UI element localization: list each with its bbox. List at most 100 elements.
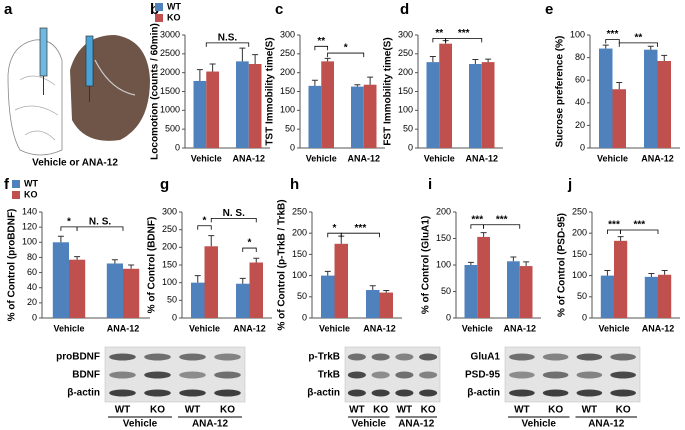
- y-tick-label: 100: [398, 105, 413, 115]
- error-bar: [367, 76, 374, 85]
- y-tick-label: 200: [280, 67, 295, 77]
- error-bar: [239, 277, 246, 284]
- y-tick-label: 80: [575, 52, 585, 62]
- error-bar: [338, 235, 345, 244]
- bar: [191, 282, 205, 318]
- bar: [366, 290, 380, 318]
- y-tick-label: 250: [398, 48, 413, 58]
- bar: [477, 236, 490, 318]
- panel-letter: f: [4, 176, 10, 193]
- y-tick-label: 100: [162, 277, 177, 287]
- error-bar: [209, 63, 216, 72]
- y-tick-label: 40: [575, 97, 585, 107]
- bar: [600, 275, 614, 318]
- y-tick-label: 50: [167, 295, 177, 305]
- band: [347, 371, 366, 379]
- bar: [236, 61, 249, 148]
- band-label: PSD-95: [465, 370, 500, 381]
- significance-bracket: [340, 232, 380, 238]
- chart: h% of Control (p-TrkB / TrkB) 0 50 100 150 20…: [277, 176, 402, 333]
- band-label: β-actin: [467, 388, 500, 399]
- lane-label: WT: [185, 405, 201, 416]
- error-bar: [128, 264, 135, 269]
- lane-label: KO: [373, 405, 388, 416]
- group-label: Vehicle: [352, 419, 387, 430]
- x-tick-label: ANA-12: [465, 153, 498, 163]
- significance-bracket: [445, 37, 483, 43]
- significance-label: ***: [608, 220, 620, 231]
- bar: [363, 84, 377, 148]
- y-tick-label: 3000: [160, 29, 180, 39]
- x-tick-label: Vehicle: [598, 323, 629, 333]
- bar: [69, 259, 86, 318]
- error-bar: [429, 55, 436, 63]
- band: [371, 371, 390, 379]
- y-tick-label: 300: [398, 29, 413, 39]
- x-tick-label: Vehicle: [191, 153, 222, 163]
- y-axis-label: % of Control (PSD-95): [557, 213, 568, 317]
- chart: e Sucrose preference (%) 0 20 40 60 80 100 Vehic…: [545, 1, 680, 163]
- error-bar: [74, 256, 81, 260]
- x-tick-label: ANA-12: [363, 323, 396, 333]
- error-bar: [239, 47, 246, 62]
- group-label: Vehicle: [123, 419, 158, 430]
- group-label: ANA-12: [588, 419, 625, 430]
- y-tick-label: 100: [436, 259, 451, 269]
- error-bar: [111, 259, 118, 264]
- significance-bracket: [605, 39, 620, 44]
- x-tick-label: ANA-12: [233, 323, 266, 333]
- y-tick-label: 150: [572, 249, 587, 259]
- significance-bracket: [76, 226, 124, 231]
- y-tick-label: 300: [162, 206, 177, 216]
- error-bar: [208, 235, 215, 247]
- significance-label: *: [333, 223, 337, 234]
- significance-label: *: [248, 238, 252, 249]
- bar: [519, 266, 533, 318]
- bar: [507, 261, 520, 318]
- bar: [644, 276, 658, 318]
- significance-bracket: [618, 42, 658, 47]
- bar: [426, 62, 440, 149]
- error-bar: [324, 270, 331, 276]
- y-axis-label: % of Control (GluA1): [421, 216, 432, 314]
- band: [419, 353, 438, 361]
- band: [576, 389, 603, 397]
- y-tick-label: 200: [292, 228, 307, 238]
- y-tick-label: 200: [436, 206, 451, 216]
- band: [610, 389, 636, 397]
- error-bar: [661, 54, 668, 61]
- y-tick-label: 50: [285, 124, 295, 134]
- x-tick-label: ANA-12: [232, 153, 265, 163]
- band: [542, 371, 569, 379]
- y-axis-label: Locomotion (counts / 60min): [150, 23, 161, 160]
- panel-letter: e: [545, 1, 553, 18]
- significance-label: ***: [633, 220, 645, 231]
- lane-label: WT: [115, 405, 131, 416]
- lane-label: WT: [349, 405, 365, 416]
- y-tick-label: 200: [572, 228, 587, 238]
- band: [109, 353, 136, 361]
- panel-letter: g: [160, 176, 169, 193]
- significance-label: ***: [471, 214, 483, 225]
- y-tick-label: 60: [575, 75, 585, 85]
- band: [419, 371, 438, 379]
- band: [509, 371, 535, 379]
- bar: [236, 283, 250, 318]
- y-tick-label: 150: [292, 249, 307, 259]
- bar: [644, 49, 658, 148]
- y-tick-label: 0: [290, 142, 295, 152]
- significance-label: ***: [355, 223, 367, 234]
- band-label: GluA1: [471, 352, 501, 363]
- panel-letter: j: [567, 176, 572, 193]
- bar: [206, 71, 219, 148]
- band-label: β-actin: [307, 388, 340, 399]
- y-tick-label: 50: [577, 291, 587, 301]
- y-axis-label: Sucrose preference (%): [555, 36, 566, 148]
- y-axis-label: FST Immobility time(S): [383, 37, 394, 145]
- bar: [106, 263, 123, 318]
- y-axis-label: % of Control (proBDNF): [7, 209, 18, 322]
- error-bar: [252, 54, 259, 65]
- band: [395, 389, 414, 397]
- significance-label: **: [435, 28, 443, 39]
- y-tick-label: 50: [403, 124, 413, 134]
